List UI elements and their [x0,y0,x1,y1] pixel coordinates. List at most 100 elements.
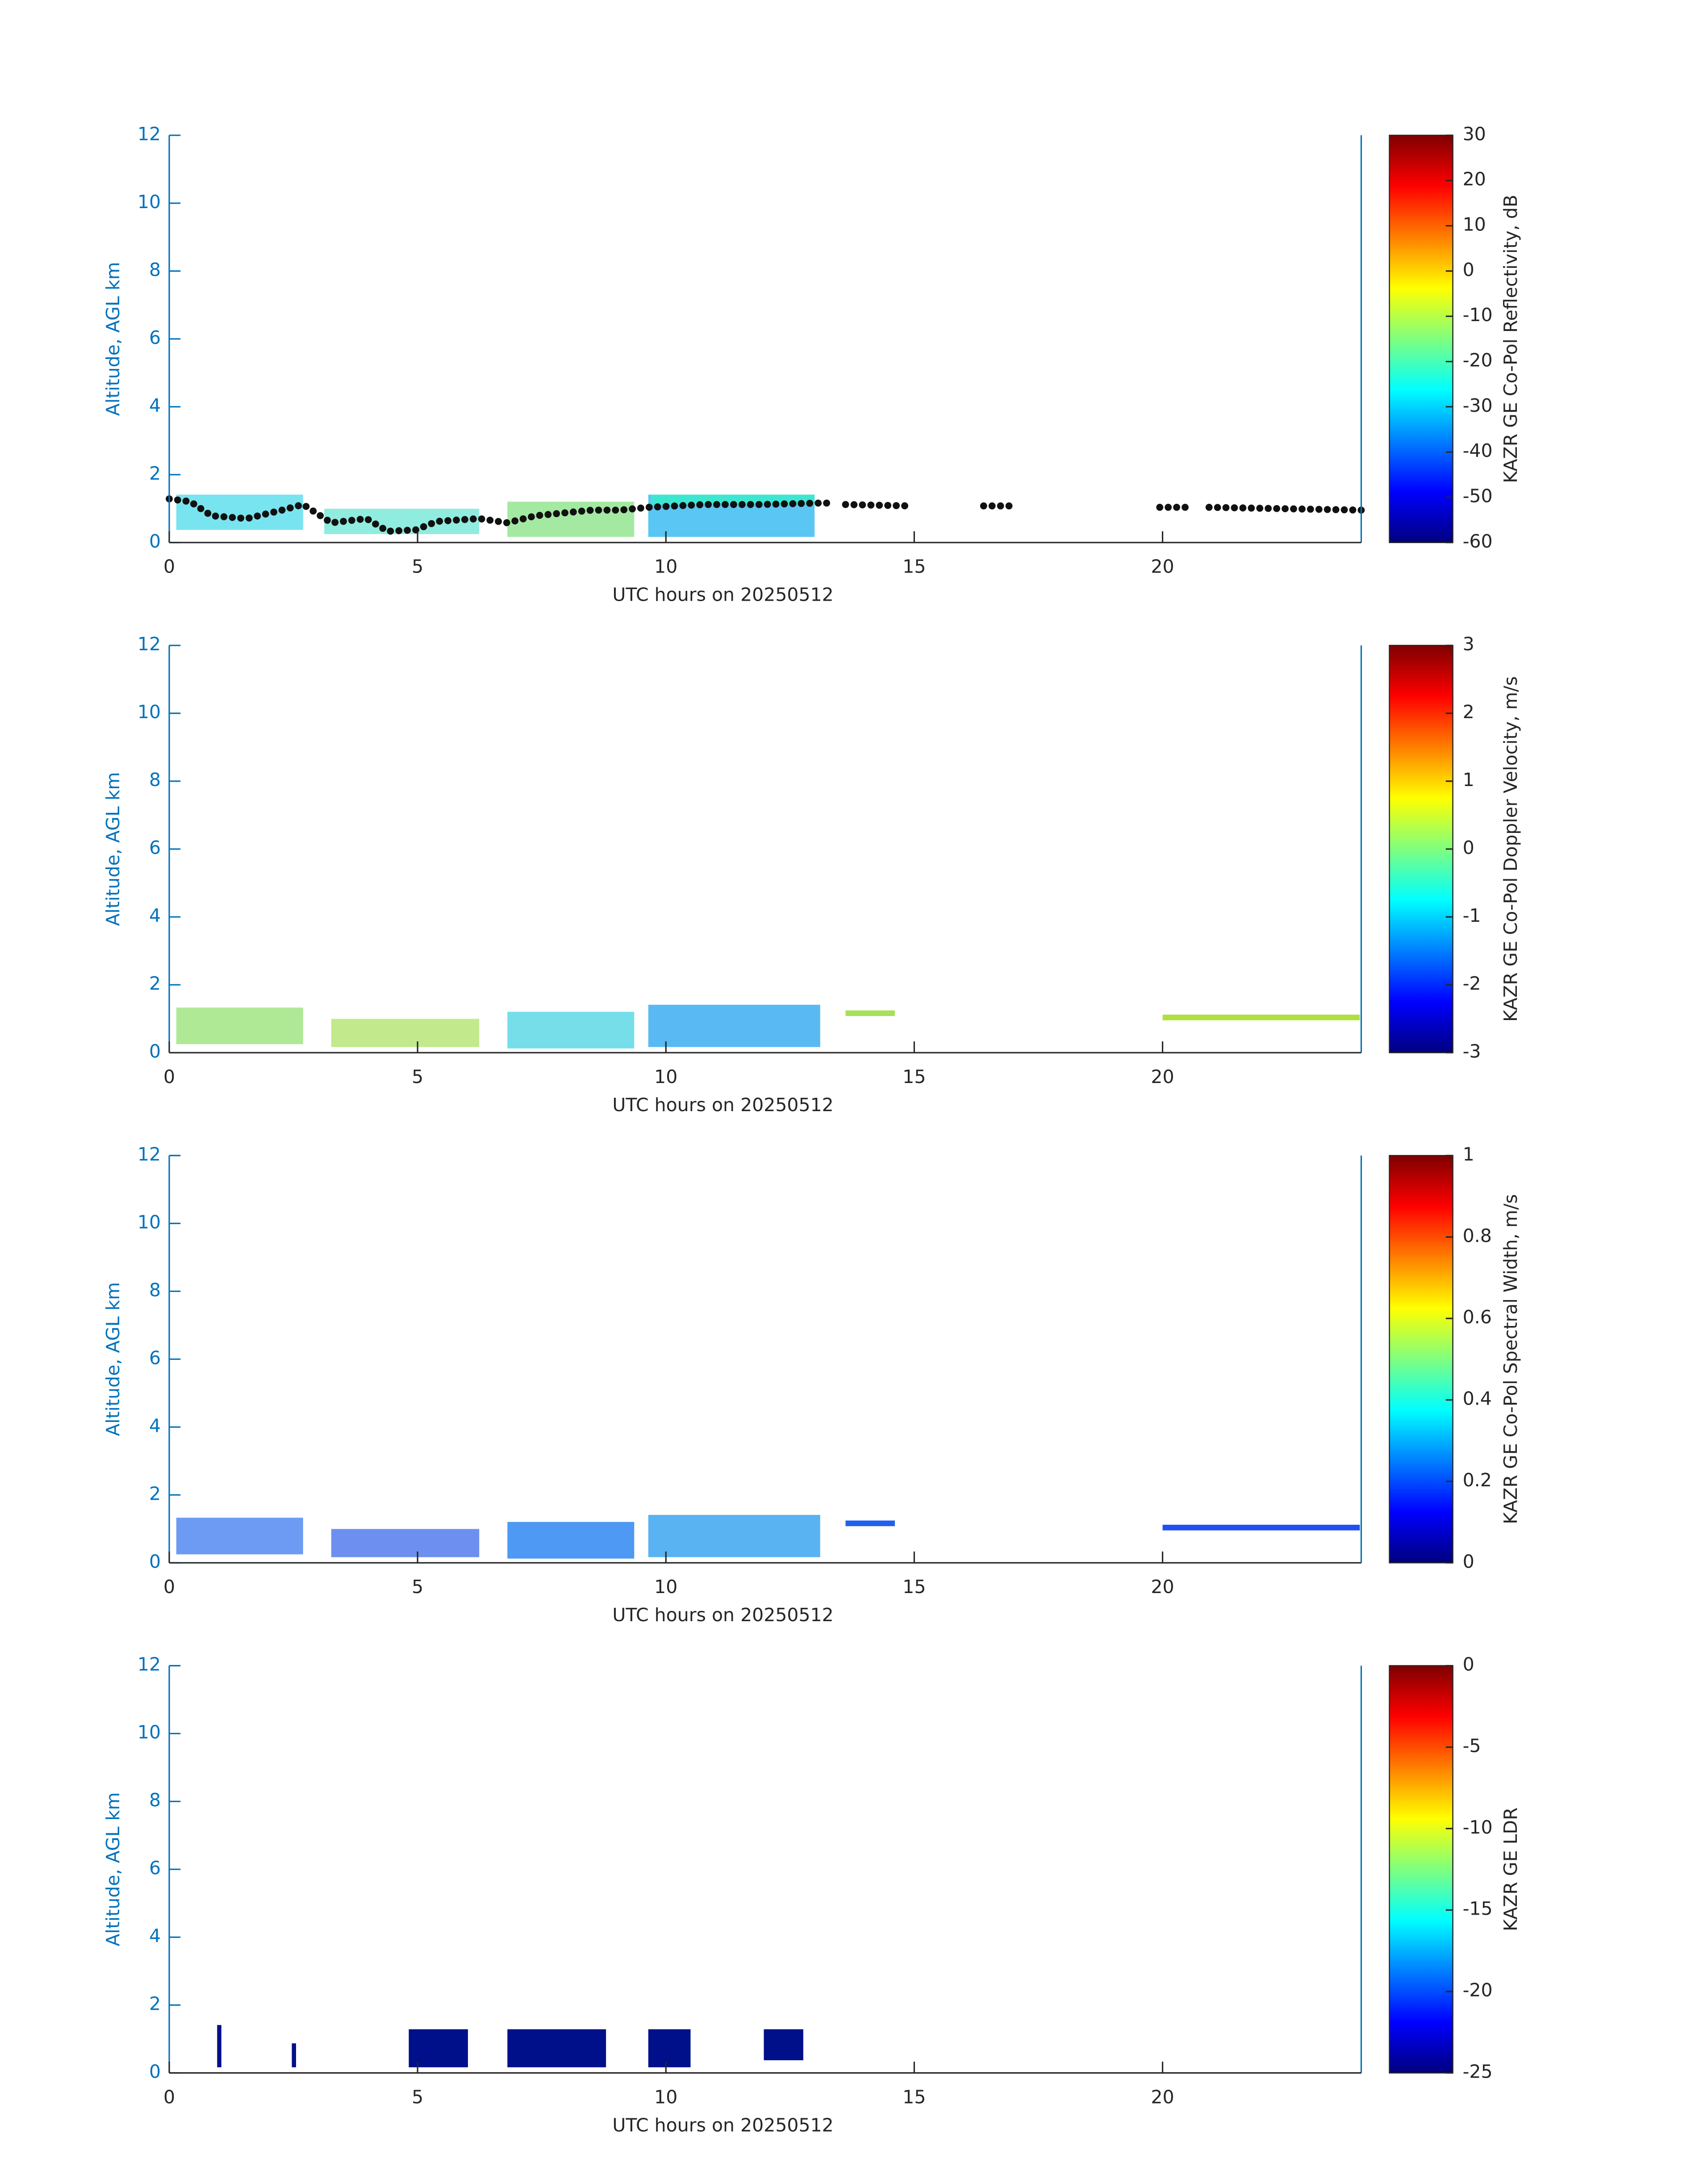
x-axis-label: UTC hours on 20250512 [612,1094,833,1116]
y-tick-label: 10 [138,701,161,723]
colorbar-tick-label: -20 [1463,1979,1493,2001]
y-tick-label: 8 [149,1790,161,1811]
colorbar-label: KAZR GE Co-Pol Spectral Width, m/s [1500,1194,1521,1524]
echo [217,2025,221,2067]
colorbar-tick-label: 1 [1463,769,1474,790]
colorbar-tick-label: -5 [1463,1735,1481,1757]
colorbar-label: KAZR GE LDR [1500,1807,1521,1931]
x-tick-label: 0 [163,1066,175,1087]
y-axis-label: Altitude, AGL km [102,262,124,416]
colorbar-tick-label: 0 [1463,837,1474,858]
y-tick-label: 10 [138,1722,161,1743]
y-tick-label: 12 [138,633,161,655]
colorbar-tick-label: -40 [1463,440,1493,461]
echo [507,2029,606,2067]
y-tick-label: 0 [149,531,161,552]
cloud-base-dots [166,495,835,535]
y-axis-label: Altitude, AGL km [102,1792,124,1946]
colorbar-tick-label: 0 [1463,259,1474,280]
echo [331,1529,480,1557]
colorbar-tick-label: -2 [1463,973,1481,994]
colorbar-tick-label: -10 [1463,1816,1493,1838]
colorbar-tick-label: -30 [1463,395,1493,416]
x-axis-label: UTC hours on 20250512 [612,2114,833,2136]
colorbar-tick-label: -15 [1463,1898,1493,1920]
echo [1162,1525,1360,1531]
y-axis: 0 2 4 6 8 10 12 [138,1143,1362,1572]
x-tick-label: 10 [654,556,677,577]
x-tick-label: 20 [1151,2086,1174,2108]
y-tick-label: 12 [138,123,161,145]
x-tick-label: 15 [902,556,926,577]
colorbar-tick-label: -20 [1463,350,1493,371]
x-tick-label: 10 [654,1576,677,1598]
x-tick-label: 5 [412,1066,423,1087]
colorbar-tick-label: -25 [1463,2061,1493,2083]
y-tick-label: 8 [149,259,161,280]
x-tick-label: 15 [902,2086,926,2108]
y-tick-label: 0 [149,2061,161,2083]
colorbar-tick-label: -1 [1463,905,1481,926]
echo [409,2029,468,2067]
cloud-base-dots [1205,504,1365,514]
echo [648,1004,820,1047]
colorbar-tick-label: 0.2 [1463,1469,1492,1491]
y-axis-label: Altitude, AGL km [102,1282,124,1436]
y-tick-label: 2 [149,1483,161,1504]
x-tick-label: 0 [163,2086,175,2108]
y-tick-label: 0 [149,1041,161,1062]
y-tick-label: 6 [149,1857,161,1879]
y-tick-label: 0 [149,1551,161,1572]
colorbar-label: KAZR GE Co-Pol Doppler Velocity, m/s [1500,676,1521,1022]
colorbar-tick-label: -10 [1463,304,1493,326]
colorbar-tick-label: 0.6 [1463,1306,1492,1328]
echo [176,1008,303,1045]
y-tick-label: 10 [138,191,161,213]
colorbar-label: KAZR GE Co-Pol Reflectivity, dB [1500,195,1521,483]
echo-sketch [217,2025,803,2067]
y-tick-label: 12 [138,1654,161,1675]
x-tick-label: 15 [902,1066,926,1087]
y-tick-label: 2 [149,463,161,484]
y-axis: 0 2 4 6 8 10 12 [138,633,1362,1062]
y-tick-label: 4 [149,1415,161,1436]
y-tick-label: 8 [149,769,161,790]
colorbar-tick-label: 20 [1463,168,1486,190]
x-tick-label: 5 [412,1576,423,1598]
colorbar-tick-label: 2 [1463,701,1474,723]
colorbar-tick-label: 3 [1463,633,1474,655]
colorbar-tick-label: 30 [1463,123,1486,145]
colorbar-tick-label: 10 [1463,214,1486,235]
echo [845,1520,895,1527]
echo [1162,1014,1360,1020]
echo [507,502,635,537]
colorbar [1389,1155,1453,1564]
y-axis: 0 2 4 6 8 10 12 [138,123,1362,552]
colorbar-tick-label: -3 [1463,1041,1481,1062]
echo [648,1514,820,1557]
y-tick-label: 6 [149,1347,161,1368]
colorbar-tick-label: 0 [1463,1551,1474,1572]
y-axis-label: Altitude, AGL km [102,772,124,926]
colorbar-tick-label: -60 [1463,531,1493,552]
echo [845,1010,895,1016]
x-tick-label: 0 [163,1576,175,1598]
y-tick-label: 12 [138,1143,161,1165]
echo-sketch [166,494,1365,537]
x-tick-label: 10 [654,1066,677,1087]
y-tick-label: 4 [149,395,161,416]
x-axis-label: UTC hours on 20250512 [612,1604,833,1626]
echo-sketch [176,1004,1360,1049]
x-tick-label: 20 [1151,1576,1174,1598]
colorbar-tick-label: 1 [1463,1143,1474,1165]
echo [292,2043,296,2067]
x-tick-label: 20 [1151,1066,1174,1087]
y-tick-label: 4 [149,905,161,926]
colorbar [1389,134,1453,544]
echo [176,1518,303,1555]
x-tick-label: 5 [412,2086,423,2108]
echo [331,1019,480,1047]
colorbar-tick-label: -50 [1463,485,1493,506]
